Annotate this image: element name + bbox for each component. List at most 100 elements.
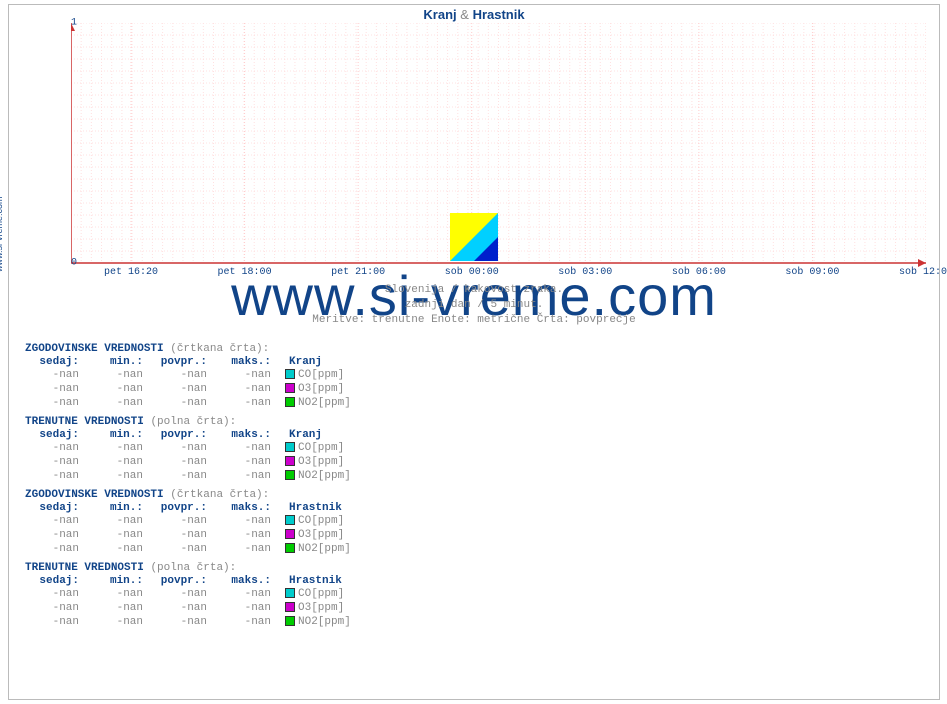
table-row: -nan-nan-nan-nanO3[ppm]	[25, 382, 352, 396]
col-sedaj: sedaj:	[25, 356, 89, 368]
cell-maks: -nan	[217, 455, 281, 469]
cell-sedaj: -nan	[25, 469, 89, 483]
col-min: min.:	[89, 575, 153, 587]
x-tick-label: pet 16:20	[104, 267, 158, 278]
cell-sedaj: -nan	[25, 615, 89, 629]
table-row: -nan-nan-nan-nanO3[ppm]	[25, 528, 352, 542]
x-tick-label: sob 12:00	[899, 267, 947, 278]
cell-label: CO[ppm]	[281, 514, 352, 528]
title-part-b: Hrastnik	[473, 7, 525, 22]
cell-sedaj: -nan	[25, 368, 89, 382]
col-maks: maks.:	[217, 502, 281, 514]
cell-label: CO[ppm]	[281, 587, 352, 601]
cell-min: -nan	[89, 542, 153, 556]
cell-min: -nan	[89, 601, 153, 615]
section-title: ZGODOVINSKE VREDNOSTI (črtkana črta):	[25, 343, 352, 355]
cell-maks: -nan	[217, 601, 281, 615]
cell-label: O3[ppm]	[281, 382, 352, 396]
series-swatch-icon	[285, 369, 295, 379]
cell-label: CO[ppm]	[281, 368, 352, 382]
series-name: CO[ppm]	[298, 442, 344, 454]
cell-sedaj: -nan	[25, 455, 89, 469]
subtitle: Slovenija / kakovost zraka. zadnji dan /…	[9, 283, 939, 328]
series-name: O3[ppm]	[298, 529, 344, 541]
series-swatch-icon	[285, 602, 295, 612]
series-swatch-icon	[285, 616, 295, 626]
col-povpr: povpr.:	[153, 575, 217, 587]
cell-sedaj: -nan	[25, 528, 89, 542]
cell-min: -nan	[89, 368, 153, 382]
col-maks: maks.:	[217, 429, 281, 441]
col-maks: maks.:	[217, 575, 281, 587]
series-name: NO2[ppm]	[298, 616, 351, 628]
cell-label: NO2[ppm]	[281, 615, 352, 629]
y-tick-label: 1	[71, 18, 77, 29]
table-row: -nan-nan-nan-nanO3[ppm]	[25, 455, 352, 469]
values-table: sedaj:min.:povpr.:maks.:Hrastnik-nan-nan…	[25, 575, 352, 629]
series-swatch-icon	[285, 529, 295, 539]
cell-povpr: -nan	[153, 542, 217, 556]
section-title: ZGODOVINSKE VREDNOSTI (črtkana črta):	[25, 489, 352, 501]
col-location: Kranj	[281, 429, 352, 441]
values-table: sedaj:min.:povpr.:maks.:Kranj-nan-nan-na…	[25, 429, 352, 483]
cell-min: -nan	[89, 587, 153, 601]
cell-povpr: -nan	[153, 368, 217, 382]
cell-min: -nan	[89, 382, 153, 396]
section-title: TRENUTNE VREDNOSTI (polna črta):	[25, 562, 352, 574]
col-min: min.:	[89, 502, 153, 514]
title-ampersand: &	[460, 7, 469, 22]
col-povpr: povpr.:	[153, 502, 217, 514]
x-tick-label: pet 18:00	[218, 267, 272, 278]
x-tick-label: sob 09:00	[785, 267, 839, 278]
cell-label: O3[ppm]	[281, 601, 352, 615]
cell-maks: -nan	[217, 368, 281, 382]
cell-povpr: -nan	[153, 615, 217, 629]
series-name: NO2[ppm]	[298, 397, 351, 409]
subtitle-line-3: Meritve: trenutne Enote: metrične Črta: …	[9, 313, 939, 328]
cell-sedaj: -nan	[25, 601, 89, 615]
section-title: TRENUTNE VREDNOSTI (polna črta):	[25, 416, 352, 428]
cell-min: -nan	[89, 396, 153, 410]
col-min: min.:	[89, 356, 153, 368]
y-tick-label: 0	[71, 258, 77, 269]
col-sedaj: sedaj:	[25, 502, 89, 514]
series-swatch-icon	[285, 456, 295, 466]
table-row: -nan-nan-nan-nanCO[ppm]	[25, 587, 352, 601]
chart-container: Kranj & Hrastnik 01 pet 16:20pet 18:00pe…	[8, 4, 940, 700]
col-location: Hrastnik	[281, 502, 352, 514]
cell-maks: -nan	[217, 382, 281, 396]
values-table: sedaj:min.:povpr.:maks.:Kranj-nan-nan-na…	[25, 356, 352, 410]
cell-label: NO2[ppm]	[281, 469, 352, 483]
cell-sedaj: -nan	[25, 441, 89, 455]
cell-label: O3[ppm]	[281, 528, 352, 542]
cell-maks: -nan	[217, 528, 281, 542]
cell-maks: -nan	[217, 469, 281, 483]
table-row: -nan-nan-nan-nanCO[ppm]	[25, 368, 352, 382]
cell-label: O3[ppm]	[281, 455, 352, 469]
cell-povpr: -nan	[153, 441, 217, 455]
cell-maks: -nan	[217, 514, 281, 528]
col-location: Kranj	[281, 356, 352, 368]
cell-sedaj: -nan	[25, 514, 89, 528]
series-swatch-icon	[285, 470, 295, 480]
cell-sedaj: -nan	[25, 542, 89, 556]
cell-min: -nan	[89, 455, 153, 469]
values-table: sedaj:min.:povpr.:maks.:Hrastnik-nan-nan…	[25, 502, 352, 556]
table-row: -nan-nan-nan-nanNO2[ppm]	[25, 542, 352, 556]
cell-povpr: -nan	[153, 455, 217, 469]
cell-maks: -nan	[217, 441, 281, 455]
table-row: -nan-nan-nan-nanNO2[ppm]	[25, 396, 352, 410]
series-swatch-icon	[285, 588, 295, 598]
table-row: -nan-nan-nan-nanCO[ppm]	[25, 441, 352, 455]
cell-min: -nan	[89, 528, 153, 542]
table-row: -nan-nan-nan-nanNO2[ppm]	[25, 469, 352, 483]
cell-sedaj: -nan	[25, 587, 89, 601]
cell-label: NO2[ppm]	[281, 542, 352, 556]
cell-sedaj: -nan	[25, 396, 89, 410]
series-swatch-icon	[285, 397, 295, 407]
series-name: O3[ppm]	[298, 383, 344, 395]
series-name: CO[ppm]	[298, 588, 344, 600]
chart-title: Kranj & Hrastnik	[9, 7, 939, 22]
table-row: -nan-nan-nan-nanO3[ppm]	[25, 601, 352, 615]
series-name: CO[ppm]	[298, 369, 344, 381]
